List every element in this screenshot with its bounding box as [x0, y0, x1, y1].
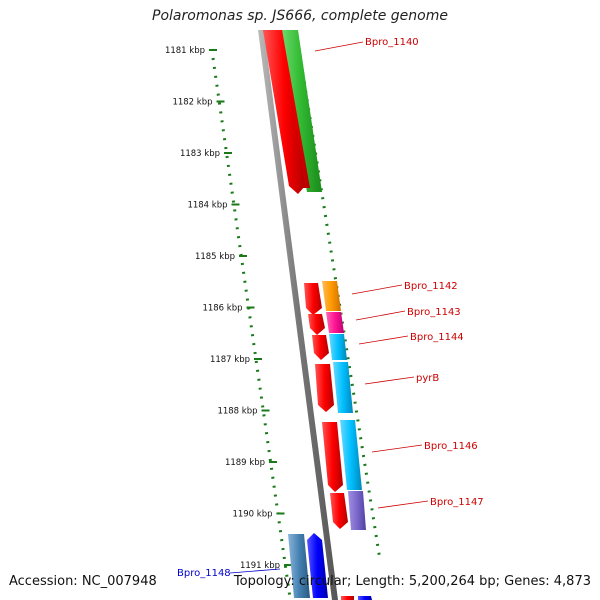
ruler-tick-label: 1186 kbp [202, 304, 242, 314]
leader-bpro-1147 [377, 500, 429, 509]
gene-bpro-1144-box[interactable] [329, 334, 347, 360]
label-bpro-1140[interactable]: Bpro_1140 [365, 37, 419, 48]
label-bpro-1146[interactable]: Bpro_1146 [424, 441, 478, 452]
gene-red-2[interactable] [308, 314, 325, 335]
ruler-tick-label: 1181 kbp [165, 46, 205, 56]
label-bpro-1142[interactable]: Bpro_1142 [404, 281, 458, 292]
gene-bpro-1148-blue[interactable] [307, 533, 328, 598]
wedge-inner-dots [211, 57, 292, 599]
gene-bpro-1147-box[interactable] [348, 491, 366, 530]
ruler-tick-label: 1191 kbp [240, 561, 280, 571]
gene-pyrb-box[interactable] [333, 362, 353, 413]
gene-bpro-1148-steel[interactable] [288, 534, 310, 598]
ruler-tick-label: 1189 kbp [225, 458, 265, 468]
ruler-tick-label: 1190 kbp [232, 510, 272, 520]
kbp-ruler: 1181 kbp 1182 kbp 1183 kbp 1184 kbp 1185 kbp… [165, 46, 292, 571]
label-bpro-1148[interactable]: Bpro_1148 [177, 568, 231, 579]
gene-red-3[interactable] [312, 335, 329, 360]
gene-bpro-1146-box[interactable] [340, 420, 362, 490]
ruler-tick-label: 1183 kbp [180, 149, 220, 159]
leader-bpro-1140 [314, 41, 364, 52]
gene-bpro-1143-box[interactable] [326, 312, 344, 333]
gene-red-6[interactable] [330, 493, 348, 529]
label-bpro-1147[interactable]: Bpro_1147 [430, 497, 484, 508]
gene-bpro-1142-box[interactable] [322, 281, 341, 311]
leader-bpro-1146 [371, 444, 423, 453]
ruler-tick-label: 1188 kbp [217, 407, 257, 417]
genome-summary-text: Topology: circular; Length: 5,200,264 bp… [233, 574, 591, 589]
genome-backbone [258, 30, 338, 600]
leader-bpro-1148 [229, 568, 281, 574]
gene-bottom-blue2[interactable] [358, 596, 372, 600]
label-bpro-1144[interactable]: Bpro_1144 [410, 332, 464, 343]
ruler-tick-label: 1187 kbp [210, 355, 250, 365]
ruler-tick-label: 1184 kbp [187, 201, 227, 211]
leader-bpro-1142 [351, 284, 403, 295]
gene-red-1[interactable] [304, 283, 322, 315]
ruler-tick-label: 1182 kbp [172, 98, 212, 108]
gene-red-5[interactable] [322, 422, 343, 492]
gene-bottom-red[interactable] [341, 596, 354, 600]
label-bpro-1143[interactable]: Bpro_1143 [407, 307, 461, 318]
accession-text: Accession: NC_007948 [9, 574, 157, 589]
leader-bpro-1144 [358, 335, 409, 345]
ruler-tick-label: 1185 kbp [195, 252, 235, 262]
map-title: Polaromonas sp. JS666, complete genome [152, 8, 448, 24]
gene-red-4[interactable] [315, 364, 334, 412]
gene-red-top[interactable] [263, 30, 305, 194]
leader-pyrb [364, 376, 415, 385]
label-pyrb[interactable]: pyrB [416, 373, 439, 384]
leader-bpro-1143 [355, 310, 406, 321]
